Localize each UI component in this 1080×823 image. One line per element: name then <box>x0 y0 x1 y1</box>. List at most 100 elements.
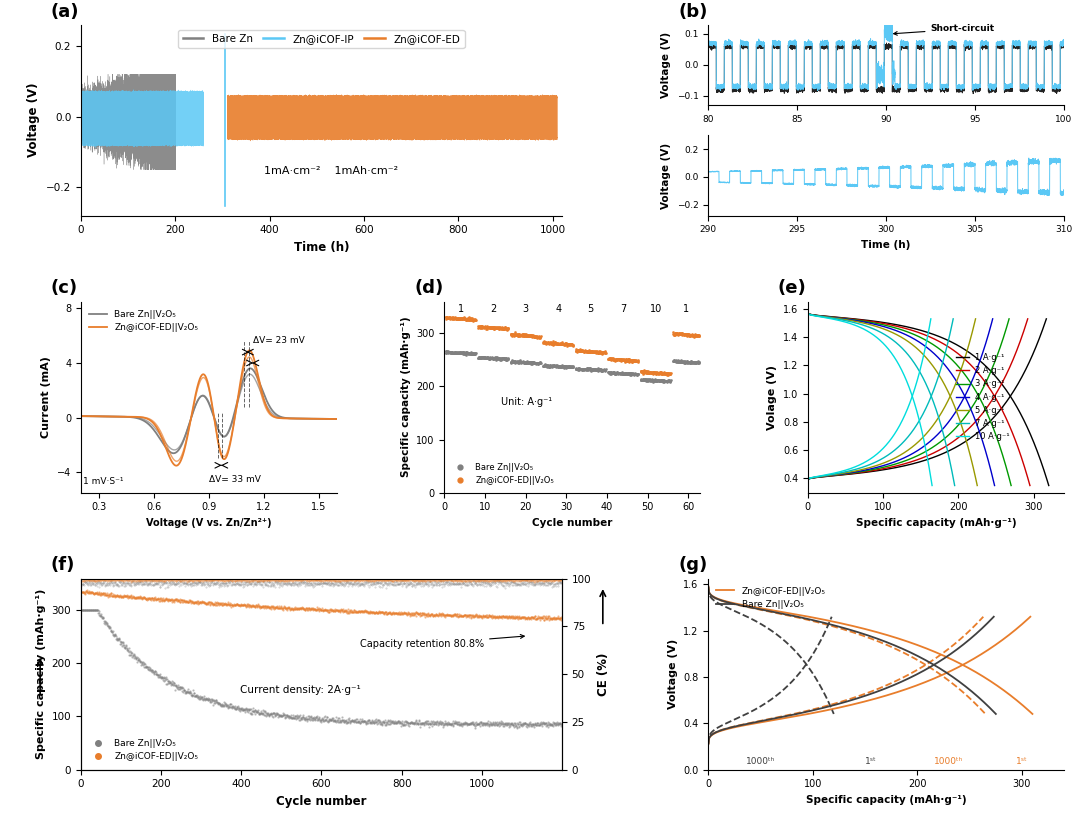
7 A·g⁻¹ <box>920 401 933 411</box>
Text: (a): (a) <box>51 2 79 21</box>
Y-axis label: Specific capacity (mAh·g⁻¹): Specific capacity (mAh·g⁻¹) <box>401 317 410 477</box>
5 A·g⁻¹ <box>969 314 982 323</box>
Y-axis label: Voltage (V): Voltage (V) <box>661 32 671 98</box>
Line: 2 A·g⁻¹: 2 A·g⁻¹ <box>808 319 1028 481</box>
1 A·g⁻¹ <box>801 477 814 486</box>
Text: 1mA·cm⁻²    1mAh·cm⁻²: 1mA·cm⁻² 1mAh·cm⁻² <box>264 165 399 175</box>
X-axis label: Voltage (V vs. Zn/Zn²⁺): Voltage (V vs. Zn/Zn²⁺) <box>146 518 272 528</box>
3 A·g⁻¹ <box>921 445 934 455</box>
Legend: Bare Zn||V₂O₅, Zn@iCOF-ED||V₂O₅: Bare Zn||V₂O₅, Zn@iCOF-ED||V₂O₅ <box>85 735 202 765</box>
5 A·g⁻¹ <box>881 457 894 467</box>
5 A·g⁻¹ <box>901 445 914 455</box>
Y-axis label: Voltage (V): Voltage (V) <box>27 83 40 157</box>
Y-axis label: Voltage (V): Voltage (V) <box>661 142 672 208</box>
2 A·g⁻¹ <box>1016 330 1029 340</box>
4 A·g⁻¹ <box>801 477 814 486</box>
1 A·g⁻¹ <box>916 456 929 466</box>
Y-axis label: CE (%): CE (%) <box>597 653 610 695</box>
5 A·g⁻¹ <box>892 451 905 461</box>
3 A·g⁻¹ <box>801 477 814 486</box>
4 A·g⁻¹ <box>953 401 966 411</box>
1 A·g⁻¹ <box>997 401 1010 411</box>
2 A·g⁻¹ <box>906 457 919 467</box>
10 A·g⁻¹ <box>801 477 814 486</box>
1 A·g⁻¹ <box>915 457 928 467</box>
Line: 4 A·g⁻¹: 4 A·g⁻¹ <box>808 319 993 481</box>
X-axis label: Time (h): Time (h) <box>862 240 910 250</box>
7 A·g⁻¹ <box>888 445 901 455</box>
Text: 2: 2 <box>490 304 497 314</box>
Line: 3 A·g⁻¹: 3 A·g⁻¹ <box>808 319 1009 481</box>
Text: 3: 3 <box>523 304 529 314</box>
2 A·g⁻¹ <box>982 401 995 411</box>
Text: Capacity retention 80.8%: Capacity retention 80.8% <box>360 635 524 649</box>
7 A·g⁻¹ <box>870 457 883 467</box>
10 A·g⁻¹ <box>875 445 888 455</box>
Y-axis label: Voltage (V): Voltage (V) <box>667 639 677 709</box>
5 A·g⁻¹ <box>801 477 814 486</box>
Text: 1000ᵗʰ: 1000ᵗʰ <box>934 756 963 765</box>
Text: 7: 7 <box>620 304 626 314</box>
5 A·g⁻¹ <box>882 456 895 466</box>
1 A·g⁻¹ <box>1035 330 1048 340</box>
X-axis label: Cycle number: Cycle number <box>532 518 612 528</box>
4 A·g⁻¹ <box>890 456 903 466</box>
Text: (e): (e) <box>778 280 807 297</box>
Text: Current density: 2A·g⁻¹: Current density: 2A·g⁻¹ <box>240 685 361 695</box>
5 A·g⁻¹ <box>966 330 978 340</box>
10 A·g⁻¹ <box>861 456 874 466</box>
7 A·g⁻¹ <box>872 456 885 466</box>
Line: 5 A·g⁻¹: 5 A·g⁻¹ <box>808 319 975 481</box>
X-axis label: Cycle number: Cycle number <box>276 795 367 808</box>
X-axis label: Specific capacity (mAh·g⁻¹): Specific capacity (mAh·g⁻¹) <box>855 518 1016 528</box>
Line: 7 A·g⁻¹: 7 A·g⁻¹ <box>808 319 954 481</box>
Text: 4: 4 <box>555 304 562 314</box>
Text: (d): (d) <box>415 280 444 297</box>
Text: ΔV= 33 mV: ΔV= 33 mV <box>208 475 261 484</box>
7 A·g⁻¹ <box>943 330 956 340</box>
5 A·g⁻¹ <box>939 401 951 411</box>
Y-axis label: Current (mA): Current (mA) <box>41 356 52 438</box>
3 A·g⁻¹ <box>899 456 912 466</box>
2 A·g⁻¹ <box>907 456 920 466</box>
Text: 1: 1 <box>458 304 463 314</box>
3 A·g⁻¹ <box>998 330 1011 340</box>
Line: 10 A·g⁻¹: 10 A·g⁻¹ <box>808 319 931 481</box>
Line: 1 A·g⁻¹: 1 A·g⁻¹ <box>808 319 1047 481</box>
2 A·g⁻¹ <box>1022 314 1035 323</box>
Text: 1 mV·S⁻¹: 1 mV·S⁻¹ <box>83 477 123 486</box>
Legend: Zn@iCOF-ED||V₂O₅, Bare Zn||V₂O₅: Zn@iCOF-ED||V₂O₅, Bare Zn||V₂O₅ <box>713 583 829 613</box>
1 A·g⁻¹ <box>943 445 956 455</box>
4 A·g⁻¹ <box>902 451 915 461</box>
4 A·g⁻¹ <box>982 330 995 340</box>
10 A·g⁻¹ <box>924 314 937 323</box>
3 A·g⁻¹ <box>967 401 980 411</box>
Text: Short-circuit: Short-circuit <box>893 25 995 35</box>
Text: Unit: A·g⁻¹: Unit: A·g⁻¹ <box>501 397 552 407</box>
4 A·g⁻¹ <box>889 457 902 467</box>
3 A·g⁻¹ <box>1002 314 1015 323</box>
7 A·g⁻¹ <box>947 314 960 323</box>
7 A·g⁻¹ <box>880 451 893 461</box>
4 A·g⁻¹ <box>912 445 924 455</box>
Text: 1: 1 <box>683 304 689 314</box>
Legend: Bare Zn||V₂O₅, Zn@iCOF-ED||V₂O₅: Bare Zn||V₂O₅, Zn@iCOF-ED||V₂O₅ <box>85 306 202 336</box>
10 A·g⁻¹ <box>860 457 873 467</box>
Text: (b): (b) <box>678 2 707 21</box>
10 A·g⁻¹ <box>902 401 915 411</box>
2 A·g⁻¹ <box>932 445 945 455</box>
Y-axis label: Volage (V): Volage (V) <box>767 365 778 430</box>
3 A·g⁻¹ <box>897 457 910 467</box>
10 A·g⁻¹ <box>921 330 934 340</box>
3 A·g⁻¹ <box>910 451 923 461</box>
X-axis label: Time (h): Time (h) <box>294 241 349 254</box>
2 A·g⁻¹ <box>801 477 814 486</box>
Text: 1ˢᵗ: 1ˢᵗ <box>864 756 876 765</box>
10 A·g⁻¹ <box>868 451 881 461</box>
2 A·g⁻¹ <box>920 451 933 461</box>
Text: 5: 5 <box>588 304 594 314</box>
Legend: Bare Zn, Zn@iCOF-IP, Zn@iCOF-ED: Bare Zn, Zn@iCOF-IP, Zn@iCOF-ED <box>178 30 464 49</box>
Text: (c): (c) <box>51 280 78 297</box>
Text: (f): (f) <box>51 556 76 574</box>
Text: ΔV= 23 mV: ΔV= 23 mV <box>253 336 305 345</box>
